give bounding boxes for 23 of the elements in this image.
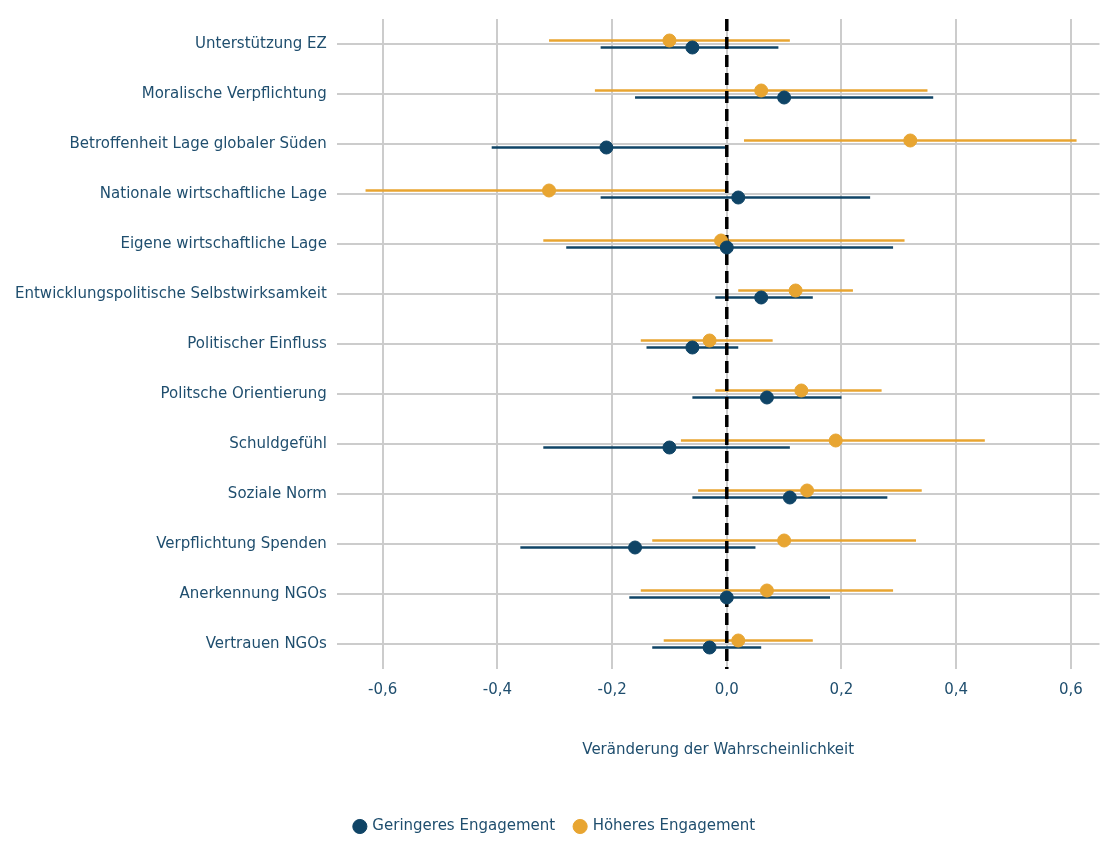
x-tick-label: -0,4 bbox=[482, 679, 513, 698]
y-tick-label: Vertrauen NGOs bbox=[205, 633, 328, 652]
y-tick-label: Entwicklungspolitische Selbstwirksamkeit bbox=[15, 283, 327, 302]
legend-label: Höheres Engagement bbox=[592, 816, 756, 835]
y-tick-label: Moralische Verpflichtung bbox=[141, 83, 327, 102]
y-tick-label: Unterstützung EZ bbox=[195, 33, 327, 52]
x-tick-label: -0,6 bbox=[368, 679, 398, 698]
legend-label: Geringeres Engagement bbox=[372, 816, 556, 835]
y-tick-label: Anerkennung NGOs bbox=[179, 583, 328, 602]
y-tick-label: Verpflichtung Spenden bbox=[156, 533, 327, 552]
x-tick-label: 0,6 bbox=[1058, 679, 1083, 698]
y-tick-label: Politischer Einfluss bbox=[187, 333, 328, 352]
x-tick-label: 0,2 bbox=[829, 679, 854, 698]
y-tick-label: Eigene wirtschaftliche Lage bbox=[120, 233, 327, 252]
x-tick-label: -0,2 bbox=[597, 679, 627, 698]
x-axis-title: Veränderung der Wahrscheinlichkeit bbox=[582, 739, 855, 758]
y-tick-label: Schuldgefühl bbox=[229, 433, 327, 452]
y-tick-label: Nationale wirtschaftliche Lage bbox=[99, 183, 327, 202]
x-tick-label: 0,0 bbox=[714, 679, 739, 698]
y-tick-label: Politsche Orientierung bbox=[160, 383, 327, 402]
y-tick-label: Betroffenheit Lage globaler Süden bbox=[69, 133, 327, 152]
y-tick-label: Soziale Norm bbox=[227, 483, 327, 502]
x-tick-label: 0,4 bbox=[944, 679, 969, 698]
